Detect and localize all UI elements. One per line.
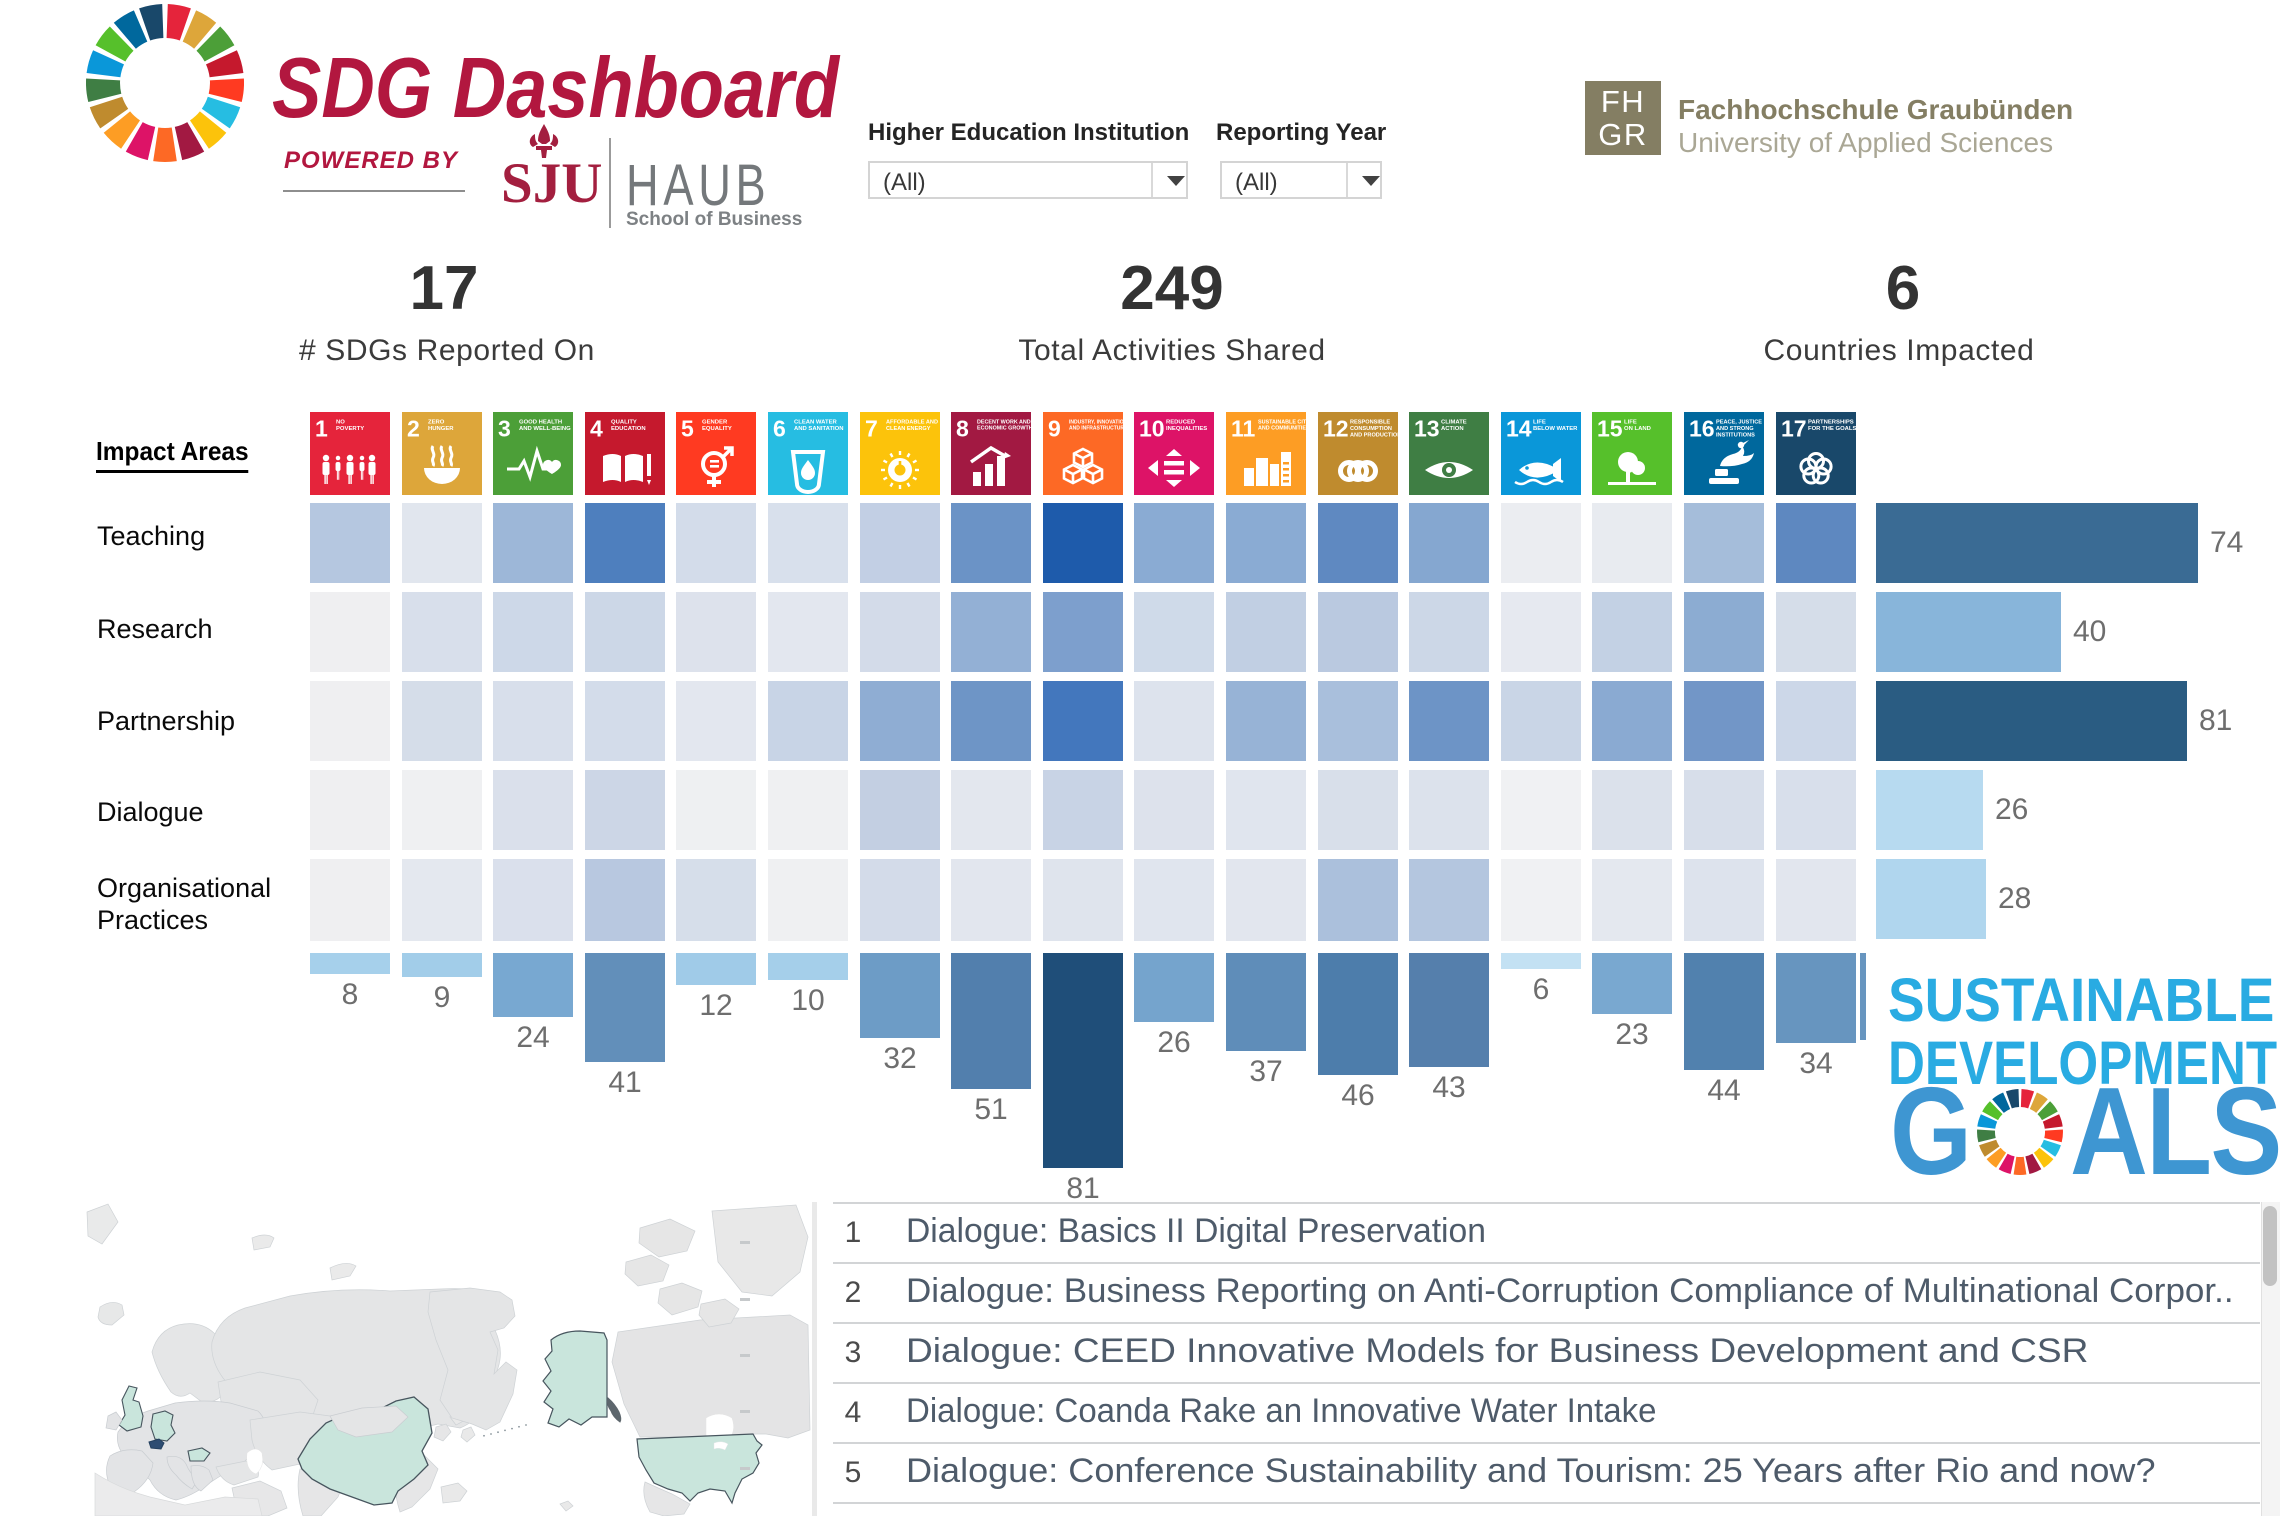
svg-text:14: 14 xyxy=(1506,416,1532,442)
svg-text:DECENT WORK AND: DECENT WORK AND xyxy=(977,420,1031,426)
svg-text:ACTION: ACTION xyxy=(1441,426,1464,432)
svg-text:CLIMATE: CLIMATE xyxy=(1441,420,1467,426)
svg-text:NO: NO xyxy=(336,420,345,426)
svg-text:GOOD HEALTH: GOOD HEALTH xyxy=(519,420,562,426)
svg-text:AND WELL-BEING: AND WELL-BEING xyxy=(519,426,571,432)
svg-text:ON LAND: ON LAND xyxy=(1624,426,1651,432)
svg-text:ZERO: ZERO xyxy=(428,420,445,426)
svg-text:AFFORDABLE AND: AFFORDABLE AND xyxy=(886,420,938,426)
svg-text:QUALITY: QUALITY xyxy=(611,420,637,426)
svg-text:AND COMMUNITIES: AND COMMUNITIES xyxy=(1258,426,1306,432)
svg-text:9: 9 xyxy=(1048,416,1061,442)
svg-text:2: 2 xyxy=(407,416,420,442)
svg-text:RESPONSIBLE: RESPONSIBLE xyxy=(1350,420,1390,426)
svg-text:LIFE: LIFE xyxy=(1533,420,1546,426)
svg-text:INSTITUTIONS: INSTITUTIONS xyxy=(1716,432,1755,438)
svg-text:CLEAN WATER: CLEAN WATER xyxy=(794,420,838,426)
svg-text:EDUCATION: EDUCATION xyxy=(611,426,646,432)
svg-text:PARTNERSHIPS: PARTNERSHIPS xyxy=(1808,420,1854,426)
svg-text:GENDER: GENDER xyxy=(702,420,728,426)
svg-text:AND PRODUCTION: AND PRODUCTION xyxy=(1350,432,1398,438)
svg-text:15: 15 xyxy=(1597,416,1623,442)
svg-text:SUSTAINABLE CITIES: SUSTAINABLE CITIES xyxy=(1258,420,1306,426)
svg-text:CLEAN ENERGY: CLEAN ENERGY xyxy=(886,426,931,432)
svg-text:10: 10 xyxy=(1139,416,1165,442)
svg-text:8: 8 xyxy=(956,416,969,442)
svg-text:EQUALITY: EQUALITY xyxy=(702,426,732,432)
svg-text:13: 13 xyxy=(1414,416,1440,442)
svg-text:HUNGER: HUNGER xyxy=(428,426,454,432)
svg-text:3: 3 xyxy=(498,416,511,442)
svg-text:INEQUALITIES: INEQUALITIES xyxy=(1166,426,1207,432)
svg-text:11: 11 xyxy=(1231,416,1256,442)
svg-text:1: 1 xyxy=(315,416,328,442)
svg-text:PEACE, JUSTICE: PEACE, JUSTICE xyxy=(1716,420,1762,426)
svg-text:FOR THE GOALS: FOR THE GOALS xyxy=(1808,426,1856,432)
svg-text:LIFE: LIFE xyxy=(1624,420,1637,426)
svg-text:INDUSTRY, INNOVATION: INDUSTRY, INNOVATION xyxy=(1069,420,1123,426)
svg-text:16: 16 xyxy=(1689,416,1715,442)
svg-text:4: 4 xyxy=(590,416,603,442)
svg-text:AND INFRASTRUCTURE: AND INFRASTRUCTURE xyxy=(1069,425,1123,431)
svg-text:AND SANITATION: AND SANITATION xyxy=(794,426,844,432)
svg-text:ECONOMIC GROWTH: ECONOMIC GROWTH xyxy=(977,426,1031,432)
svg-text:5: 5 xyxy=(681,416,694,442)
svg-text:POVERTY: POVERTY xyxy=(336,426,364,432)
svg-text:7: 7 xyxy=(865,416,878,442)
svg-text:17: 17 xyxy=(1781,416,1807,442)
svg-text:BELOW WATER: BELOW WATER xyxy=(1533,426,1578,432)
svg-text:6: 6 xyxy=(773,416,786,442)
svg-text:REDUCED: REDUCED xyxy=(1166,420,1195,426)
svg-text:12: 12 xyxy=(1323,416,1349,442)
svg-text:CONSUMPTION: CONSUMPTION xyxy=(1350,426,1392,432)
svg-text:AND STRONG: AND STRONG xyxy=(1716,426,1754,432)
